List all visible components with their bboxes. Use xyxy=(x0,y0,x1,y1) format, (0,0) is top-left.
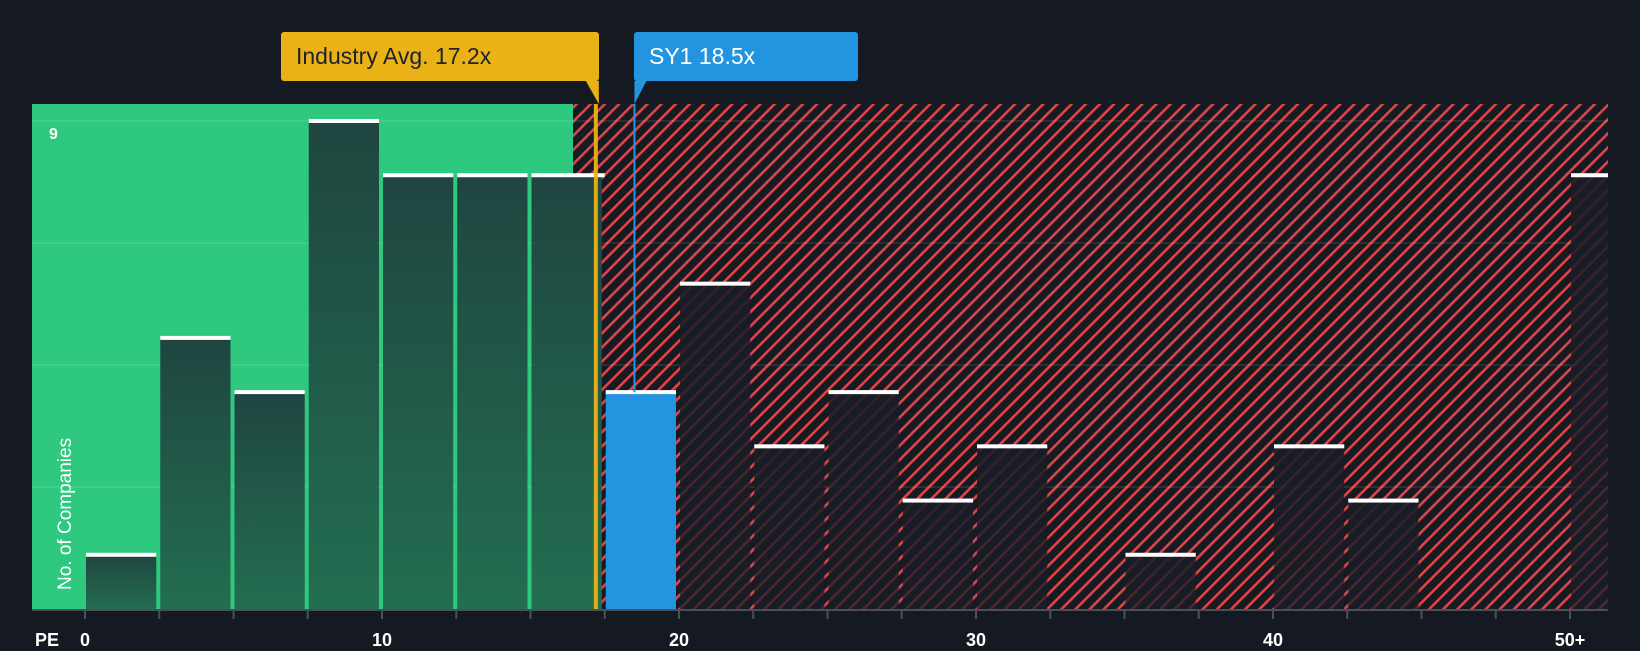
bar-top-cap xyxy=(902,498,973,503)
bar-top-cap xyxy=(383,173,454,178)
x-tick-label: 20 xyxy=(668,630,690,650)
histogram-bar xyxy=(308,121,379,609)
bar-top-cap xyxy=(1274,444,1345,449)
histogram-bar xyxy=(383,175,454,609)
x-tick-label: 50+ xyxy=(1554,630,1586,650)
bar-top-cap xyxy=(680,281,751,286)
bar-top-cap xyxy=(605,390,676,395)
company-line xyxy=(633,104,636,393)
x-axis-title: PE xyxy=(35,630,60,650)
bar-top-cap xyxy=(754,444,825,449)
y-axis-title: No. of Companies xyxy=(55,437,76,590)
bar-top-cap xyxy=(1348,498,1419,503)
bar-top-cap xyxy=(234,390,305,395)
histogram-bar xyxy=(234,392,305,609)
bar-top-cap xyxy=(457,173,528,178)
bar-top-cap xyxy=(1571,173,1608,178)
histogram-bar xyxy=(86,554,157,609)
histogram-bars xyxy=(86,119,1608,609)
bar-top-cap xyxy=(531,173,605,178)
company-pe-label: SY1 18.5x xyxy=(634,32,858,81)
histogram-bar xyxy=(902,500,973,609)
histogram-bar xyxy=(1125,554,1196,609)
industry-average-label: Industry Avg. 17.2x xyxy=(281,32,599,81)
y-axis-max-label: 9 xyxy=(49,126,58,143)
histogram-bar xyxy=(605,392,676,609)
histogram-bar xyxy=(160,337,231,609)
x-axis xyxy=(32,609,1608,619)
x-tick-label: 10 xyxy=(371,630,393,650)
bar-top-cap xyxy=(1125,552,1196,557)
industry-pointer xyxy=(585,81,599,104)
x-tick-label: 0 xyxy=(79,630,91,650)
histogram-bar xyxy=(1348,500,1419,609)
histogram-bar xyxy=(457,175,528,609)
histogram-bar xyxy=(754,446,825,609)
x-tick-label: 30 xyxy=(965,630,987,650)
industry-average-line xyxy=(593,104,598,609)
histogram-bar xyxy=(828,392,899,609)
histogram-bar xyxy=(1571,175,1608,609)
x-tick-label: 40 xyxy=(1262,630,1284,650)
histogram-bar xyxy=(977,446,1048,609)
histogram-bar xyxy=(680,283,751,609)
histogram-bar xyxy=(531,175,602,609)
bar-top-cap xyxy=(86,552,157,557)
bar-top-cap xyxy=(828,390,899,395)
histogram-bar xyxy=(1274,446,1345,609)
bar-top-cap xyxy=(160,335,231,340)
marker-lines xyxy=(585,81,647,609)
bar-top-cap xyxy=(977,444,1048,449)
company-pointer xyxy=(634,81,647,104)
bar-top-cap xyxy=(308,119,379,123)
